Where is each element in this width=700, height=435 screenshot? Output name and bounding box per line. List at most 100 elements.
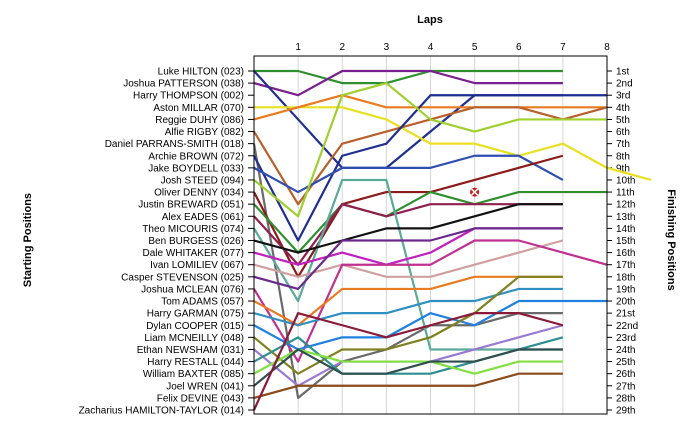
starting-driver-label: Daniel PARRANS-SMITH (018) (105, 139, 244, 150)
x-tick-label: 5 (472, 42, 478, 53)
finishing-position-label: 13th (616, 212, 635, 223)
finishing-position-label: 2nd (616, 79, 633, 90)
starting-driver-label: Joshua MCLEAN (076) (141, 284, 244, 295)
driver-line (253, 287, 563, 327)
finishing-position-label: 6th (616, 127, 630, 138)
x-tick-label: 2 (339, 42, 345, 53)
finishing-position-label: 4th (616, 103, 630, 114)
finishing-position-label: 16th (616, 248, 635, 259)
finishing-position-label: 22nd (616, 321, 638, 332)
driver-line (253, 275, 563, 375)
incident-marks (470, 187, 480, 197)
starting-driver-label: Alex EADES (061) (162, 212, 244, 223)
finishing-position-label: 20th (616, 297, 635, 308)
finishing-position-label: 24th (616, 345, 635, 356)
driver-line (253, 239, 608, 363)
finishing-position-label: 7th (616, 139, 630, 150)
x-tick-label: 1 (295, 42, 301, 53)
driver-line (253, 94, 607, 121)
driver-line (253, 227, 563, 266)
incident-marker-icon (470, 187, 480, 197)
starting-driver-label: Joel WREN (041) (166, 381, 244, 392)
finishing-position-label: 1st (616, 67, 630, 78)
finishing-position-label: 25th (616, 357, 635, 368)
x-axis-title: Laps (417, 14, 443, 26)
finishing-position-label: 23rd (616, 333, 636, 344)
finishing-position-label: 11th (616, 188, 635, 199)
starting-driver-label: Harry GARMAN (075) (147, 309, 244, 320)
starting-driver-label: Archie BROWN (072) (148, 151, 244, 162)
driver-line (253, 94, 563, 242)
starting-driver-label: Liam MCNEILLY (048) (144, 333, 244, 344)
x-ticks: 1 2 3 4 5 6 7 8 (295, 42, 610, 53)
starting-driver-label: Reggie DUHY (086) (155, 115, 244, 126)
starting-driver-label: Harry THOMPSON (002) (133, 91, 244, 102)
finishing-position-label: 15th (616, 236, 635, 247)
starting-driver-label: Dylan COOPER (015) (146, 321, 244, 332)
starting-driver-label: Oliver DENNY (034) (154, 188, 244, 199)
driver-line (252, 143, 563, 399)
x-tick-label: 3 (384, 42, 390, 53)
starting-position-labels: Luke HILTON (023)Joshua PATTERSON (038)H… (79, 67, 254, 417)
starting-driver-label: Jake BOYDELL (033) (148, 163, 244, 174)
starting-driver-label: Theo MICOURIS (074) (142, 224, 244, 235)
driver-line (253, 299, 607, 351)
x-tick-label: 7 (560, 42, 566, 53)
right-axis-title: Finishing Positions (665, 189, 677, 290)
finishing-position-label: 3rd (616, 91, 630, 102)
finishing-position-label: 10th (616, 175, 635, 186)
plot-frame (253, 55, 608, 415)
starting-driver-label: Aston MILLAR (070) (153, 103, 244, 114)
starting-driver-label: Harry RESTALL (044) (147, 357, 244, 368)
driver-line (253, 203, 563, 266)
driver-line (253, 203, 563, 254)
driver-lines (252, 69, 652, 411)
driver-line (253, 82, 607, 218)
grid (297, 56, 608, 414)
finishing-position-labels: 1st2nd3rd4th5th6th7th8th9th10th11th12th1… (607, 67, 638, 417)
starting-driver-label: Alfie RIGBY (082) (165, 127, 244, 138)
x-tick-label: 4 (428, 42, 434, 53)
finishing-position-label: 12th (616, 200, 635, 211)
x-tick-label: 8 (604, 42, 610, 53)
finishing-position-label: 28th (616, 393, 635, 404)
starting-driver-label: William BAXTER (085) (143, 369, 244, 380)
driver-line (253, 69, 563, 97)
driver-line (254, 106, 652, 182)
finishing-position-label: 17th (616, 260, 635, 271)
left-axis-title: Starting Positions (22, 193, 34, 287)
finishing-position-label: 9th (616, 163, 630, 174)
starting-driver-label: Zacharius HAMILTON-TAYLOR (014) (79, 406, 244, 417)
starting-driver-label: Luke HILTON (023) (158, 67, 244, 78)
starting-driver-label: Felix DEVINE (043) (157, 393, 244, 404)
starting-driver-label: Ben BURGESS (026) (148, 236, 244, 247)
driver-line (253, 154, 564, 278)
driver-line (253, 227, 563, 291)
starting-driver-label: Ethan NEWSHAM (031) (137, 345, 244, 356)
driver-line (253, 348, 563, 375)
driver-line (253, 372, 563, 399)
finishing-position-label: 18th (616, 272, 635, 283)
starting-driver-label: Dale WHITAKER (077) (142, 248, 244, 259)
driver-line (253, 275, 563, 327)
starting-driver-label: Josh STEED (094) (161, 175, 244, 186)
finishing-position-label: 5th (616, 115, 630, 126)
driver-line (253, 154, 564, 194)
starting-driver-label: Justin BREWARD (051) (138, 200, 244, 211)
x-tick-label: 6 (516, 42, 522, 53)
driver-line (253, 239, 564, 278)
starting-driver-label: Ivan LOMILIEV (067) (150, 260, 244, 271)
driver-line (252, 312, 564, 411)
starting-driver-label: Tom ADAMS (057) (161, 297, 244, 308)
starting-driver-label: Joshua PATTERSON (038) (123, 79, 244, 90)
finishing-position-label: 21st (616, 309, 635, 320)
driver-line (254, 69, 563, 85)
finishing-position-label: 19th (616, 284, 635, 295)
starting-driver-label: Casper STEVENSON (025) (121, 272, 244, 283)
finishing-position-label: 8th (616, 151, 630, 162)
finishing-position-label: 26th (616, 369, 635, 380)
finishing-position-label: 29th (616, 406, 635, 417)
driver-line (253, 190, 607, 254)
finishing-position-label: 27th (616, 381, 635, 392)
